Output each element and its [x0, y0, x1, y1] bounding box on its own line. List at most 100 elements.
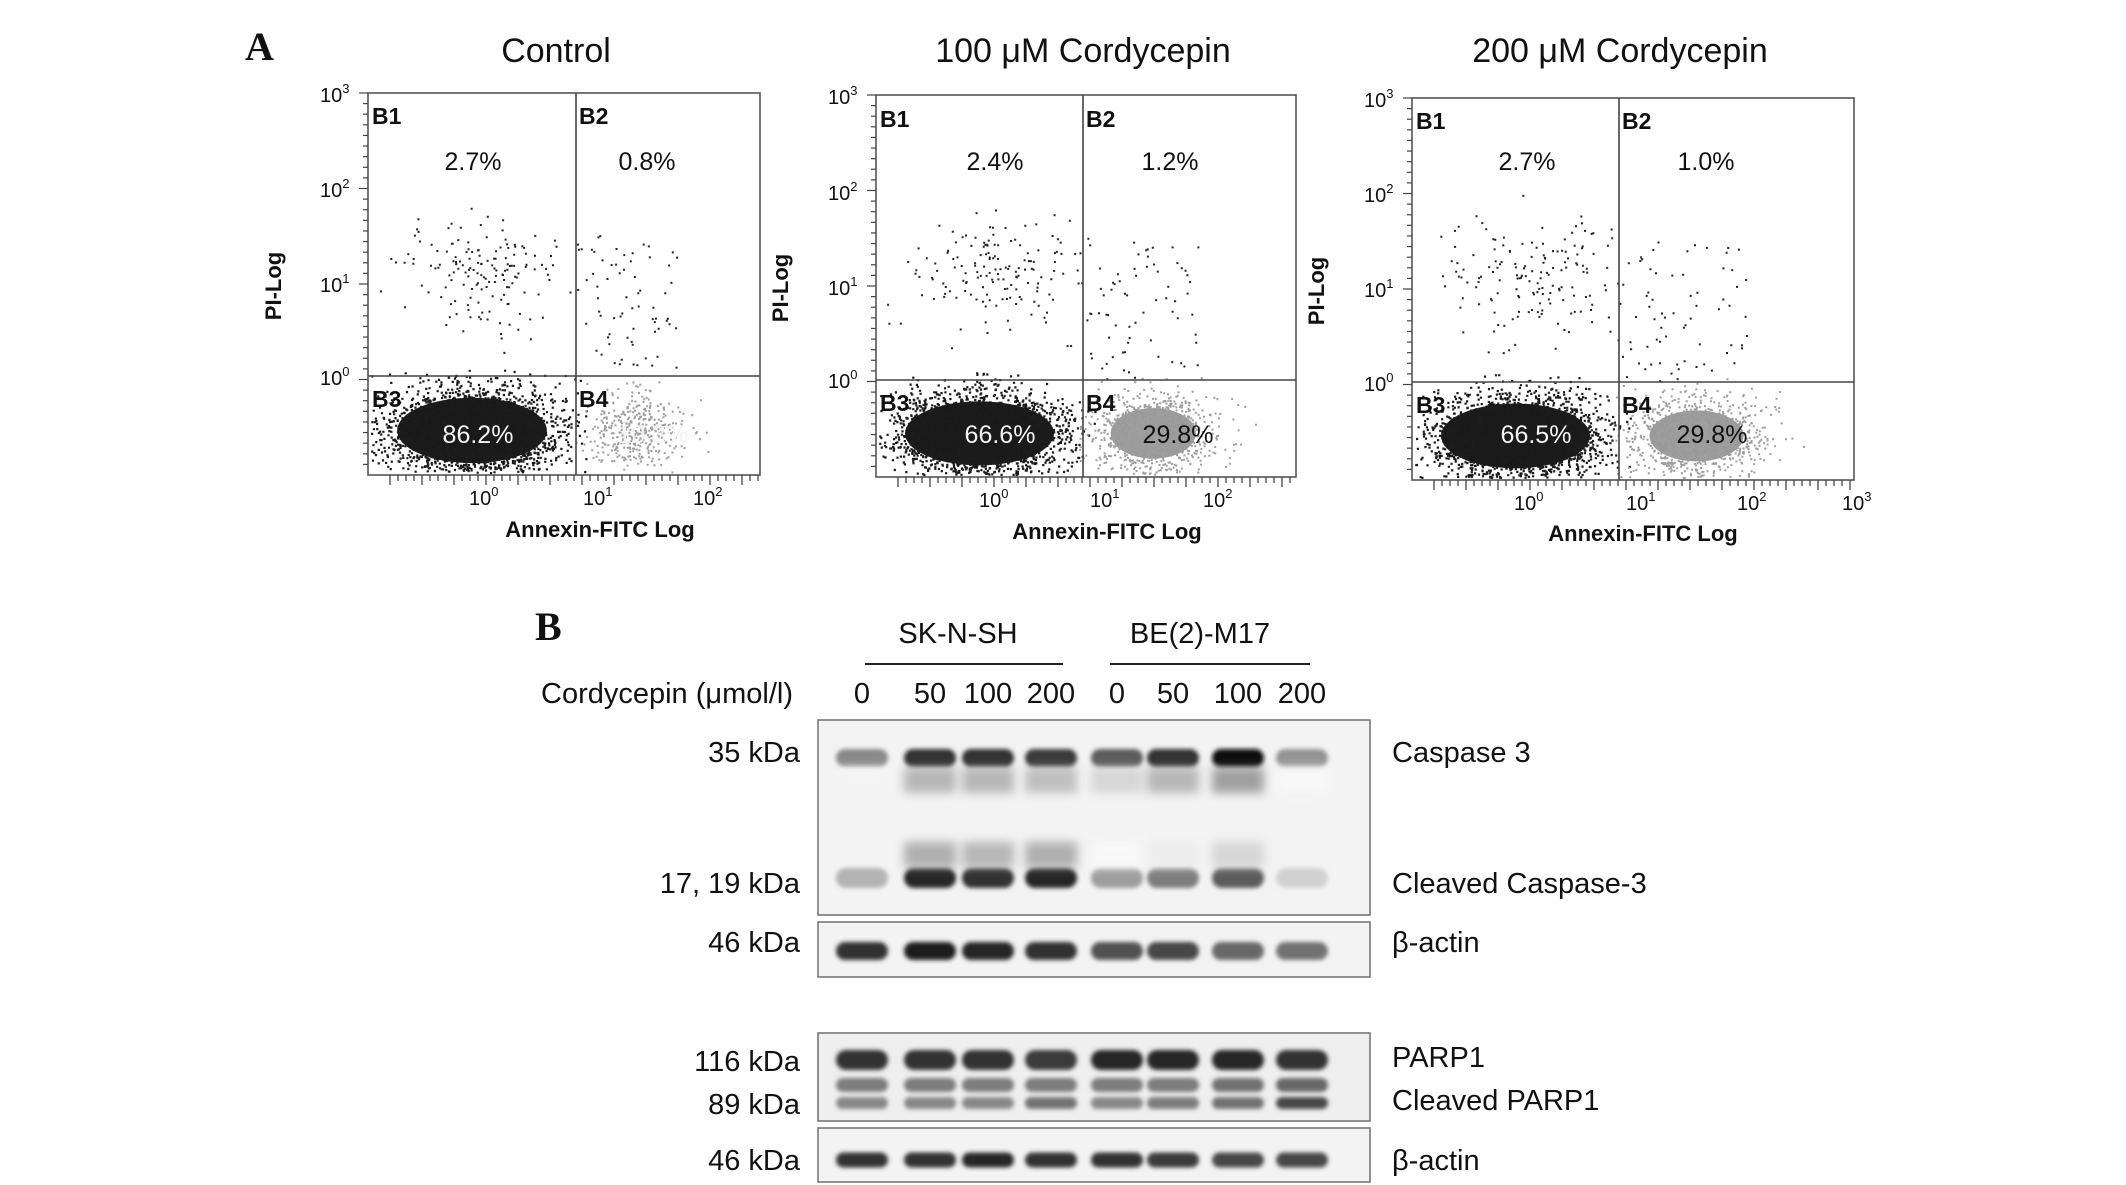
quadrant-value-b2: 1.2%: [1142, 148, 1199, 176]
size-label-46kda: 46 kDa: [708, 927, 801, 959]
y-tick-label: 102: [828, 179, 857, 205]
quadrant-value-b2: 1.0%: [1678, 148, 1735, 176]
protein-label-cleaved-parp1: Cleaved PARP1: [1392, 1085, 1599, 1117]
y-minor-ticks: [1403, 97, 1412, 470]
quadrant-label-b2: B2: [1622, 108, 1651, 134]
x-tick-label: 103: [1842, 489, 1871, 515]
x-tick-label: 102: [693, 484, 722, 510]
flow-plot-control: Control B1 B2 B3 B4 2.7% 0.8% 86.2% 10.3…: [261, 32, 761, 542]
x-axis-label: Annexin-FITC Log: [1548, 521, 1737, 546]
protein-label-caspase3: Caspase 3: [1392, 737, 1531, 769]
quadrant-value-b2: 0.8%: [619, 148, 676, 176]
quadrant-value-b1: 2.7%: [445, 148, 502, 176]
y-minor-ticks: [359, 92, 368, 465]
y-tick-label: 101: [828, 274, 857, 300]
y-tick-label: 100: [1364, 370, 1393, 396]
plot-title: 200 μM Cordycepin: [1472, 32, 1768, 70]
protein-label-cleaved-caspase3: Cleaved Caspase-3: [1392, 868, 1647, 900]
y-tick-label: 103: [1364, 86, 1393, 112]
y-tick-label: 102: [320, 176, 349, 202]
x-minor-ticks: [1433, 480, 1851, 490]
quadrant-label-b2: B2: [579, 103, 608, 129]
x-tick-label: 101: [1090, 486, 1119, 512]
quadrant-label-b4: B4: [579, 386, 609, 412]
size-label-17-19kda: 17, 19 kDa: [660, 868, 801, 900]
dose-label: 0: [854, 678, 870, 710]
treatment-label: Cordycepin (μmol/l): [541, 678, 793, 710]
scatter-dots: [879, 209, 1257, 477]
quadrant-value-b1: 2.4%: [967, 148, 1024, 176]
band-row-cleaved-parp1: [836, 1097, 1328, 1109]
size-label-116kda: 116 kDa: [694, 1046, 801, 1078]
scatter-dots: [1415, 194, 1805, 479]
y-tick-label: 100: [828, 367, 857, 393]
protein-label-parp1: PARP1: [1392, 1042, 1485, 1074]
quadrant-label-b2: B2: [1086, 106, 1115, 132]
y-tick-label: 103: [320, 81, 349, 107]
western-blot-beta-actin-1: [817, 921, 1371, 978]
protein-label-beta-actin: β-actin: [1392, 1145, 1480, 1177]
quadrant-value-b4: 29.8%: [1677, 421, 1748, 449]
y-minor-ticks: [867, 94, 876, 467]
y-tick-label: 101: [320, 271, 349, 297]
x-axis-label: Annexin-FITC Log: [1012, 519, 1201, 544]
dose-label: 50: [914, 678, 946, 710]
x-tick-label: 102: [1737, 489, 1766, 515]
quadrant-value-b1: 2.7%: [1499, 148, 1556, 176]
scatter-dots: [371, 207, 710, 475]
size-label-35kda: 35 kDa: [708, 737, 801, 769]
protein-label-beta-actin: β-actin: [1392, 927, 1480, 959]
dose-label: 50: [1157, 678, 1189, 710]
band-row-parp1: [836, 1050, 1328, 1070]
x-tick-label: 102: [1203, 486, 1232, 512]
y-axis-label: PI-Log: [1304, 257, 1329, 325]
y-tick-label: 101: [1364, 276, 1393, 302]
dose-label: 200: [1278, 678, 1326, 710]
quadrant-value-b3: 86.2%: [443, 421, 514, 449]
quadrant-label-b1: B1: [1416, 108, 1446, 134]
size-label-89kda: 89 kDa: [708, 1089, 801, 1121]
x-minor-ticks: [389, 475, 759, 485]
quadrant-value-b3: 66.5%: [1501, 421, 1572, 449]
size-label-46kda: 46 kDa: [708, 1145, 801, 1177]
x-tick-label: 101: [583, 484, 612, 510]
x-minor-ticks: [897, 477, 1291, 487]
quadrant-label-b1: B1: [372, 103, 402, 129]
dose-label: 100: [964, 678, 1012, 710]
plot-title: Control: [501, 32, 611, 70]
y-axis-label: PI-Log: [261, 252, 286, 320]
quadrant-label-b1: B1: [880, 106, 910, 132]
dose-label: 200: [1027, 678, 1075, 710]
y-tick-label: 100: [320, 364, 349, 390]
flow-plot-100um: 100 μM Cordycepin B1 B2 B3 B4 2.4% 1.2% …: [768, 32, 1297, 544]
plot-title: 100 μM Cordycepin: [935, 32, 1231, 70]
y-tick-label: 103: [828, 83, 857, 109]
y-axis-label: PI-Log: [768, 254, 793, 322]
cell-line-label-be2-m17: BE(2)-M17: [1130, 618, 1270, 650]
quadrant-value-b4: 10.3%: [618, 421, 689, 449]
panel-a-letter: A: [245, 24, 274, 69]
x-tick-label: 100: [979, 486, 1008, 512]
western-blot-caspase3: [817, 719, 1371, 916]
band-row-cleaved-caspase3: [836, 842, 1328, 888]
x-axis-label: Annexin-FITC Log: [505, 517, 694, 542]
x-tick-label: 100: [469, 484, 498, 510]
quadrant-label-b4: B4: [1622, 392, 1652, 418]
flow-plot-200um: 200 μM Cordycepin B1 B2 B3 B4 2.7% 1.0% …: [1304, 32, 1871, 546]
cell-line-label-sk-n-sh: SK-N-SH: [898, 618, 1017, 650]
y-tick-label: 102: [1364, 181, 1393, 207]
x-tick-label: 101: [1626, 489, 1655, 515]
quadrant-label-b3: B3: [1416, 392, 1445, 418]
band-row-beta-actin: [836, 942, 1328, 960]
quadrant-label-b3: B3: [880, 390, 909, 416]
band-row-caspase3: [836, 749, 1328, 793]
quadrant-value-b4: 29.8%: [1143, 421, 1214, 449]
dose-labels: 0 50 100 200 0 50 100 200: [854, 678, 1326, 710]
band-row-parp1-mid: [836, 1078, 1328, 1092]
western-blot-parp1: [817, 1032, 1371, 1122]
x-tick-label: 100: [1514, 489, 1543, 515]
quadrant-label-b3: B3: [372, 386, 401, 412]
quadrant-label-b4: B4: [1086, 390, 1116, 416]
quadrant-value-b3: 66.6%: [965, 421, 1036, 449]
